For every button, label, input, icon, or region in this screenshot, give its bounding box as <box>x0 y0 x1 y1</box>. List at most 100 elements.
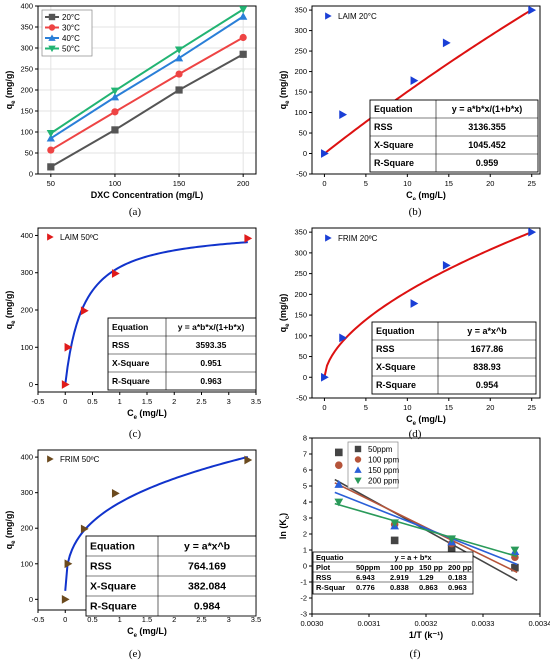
fit-curve-c <box>64 241 248 385</box>
y-tick-label: 0 <box>29 170 33 179</box>
x-axis-e: -0.5 0 0.5 1 1.5 2 2.5 3 3.5 <box>32 610 261 624</box>
data-point <box>175 86 183 94</box>
data-point <box>61 594 70 604</box>
stats-table-f: Equatio y = a + b*x Plot 50ppm 100 pp 150 pp 2… <box>312 551 474 595</box>
x-axis-title-e: Ce (mg/L) <box>127 626 167 639</box>
table-cell: RSS <box>112 340 130 350</box>
x-tick-label: 10 <box>403 179 411 188</box>
y-tick-label: 100 <box>20 559 33 568</box>
y-tick-label: 200 <box>294 290 307 299</box>
x-axis-title-d: Ce (mg/L) <box>406 414 446 426</box>
y-axis-title-c: qe (mg/g) <box>4 291 17 330</box>
y-axis-title-f: ln (Kc) <box>278 513 291 539</box>
x-tick-label: 0.0032 <box>415 619 438 628</box>
fit-line-3 <box>334 502 518 558</box>
legend-label: 50°C <box>62 45 80 54</box>
chart-b: 0 5 10 15 20 25 -50 0 50 100 150 200 250 300 350 Ce (mg… <box>278 5 541 200</box>
stats-table-c: Equation y = a*b*x/(1+b*x) RSS 3593.35 X-Squ… <box>107 317 257 391</box>
table-cell: R-Square <box>112 376 150 386</box>
table-cell: Plot <box>316 563 331 572</box>
data-point <box>110 87 120 95</box>
caption-c: (c) <box>128 428 142 440</box>
x-axis-d: 0 5 10 15 20 25 <box>322 398 536 412</box>
y-tick-label: 200 <box>20 86 33 95</box>
table-cell: R-Squar <box>316 583 345 592</box>
x-axis-title-c: Ce (mg/L) <box>127 408 167 421</box>
data-point <box>239 33 247 42</box>
plot-frame-d <box>311 227 541 399</box>
plot-area-f <box>334 448 520 582</box>
y-tick-label: 200 <box>20 524 33 533</box>
y-tick-label: 400 <box>20 453 33 462</box>
data-point <box>390 519 400 528</box>
table-cell: y = a*x^b <box>184 541 230 553</box>
legend-marker <box>48 34 56 41</box>
table-cell: 200 pp <box>448 563 472 572</box>
x-tick-label: 0.0030 <box>301 619 324 628</box>
y-tick-label: -1 <box>300 578 307 587</box>
y-tick-label: 1 <box>303 546 307 555</box>
data-point <box>111 126 119 134</box>
x-axis-f: 0.0030 0.0031 0.0032 0.0033 0.0034 <box>301 614 550 628</box>
x-tick-label: 50 <box>47 179 55 188</box>
chart-e: -0.5 0 0.5 1 1.5 2 2.5 3 3.5 0 100 200 300 400 Ce (mg/… <box>4 449 261 639</box>
y-tick-label: 350 <box>294 6 307 15</box>
x-axis-b: 0 5 10 15 20 25 <box>322 174 536 188</box>
y-tick-label: 150 <box>294 311 307 320</box>
x-axis-title-b: Ce (mg/L) <box>406 190 446 200</box>
legend-label: FRIM 20ºC <box>338 234 378 243</box>
data-point <box>510 546 520 555</box>
y-tick-label: 0 <box>29 380 33 389</box>
caption-f: (f) <box>409 648 421 660</box>
chart-a: 50 100 150 200 0 50 100 150 200 250 300 350 400 DXC C… <box>4 2 257 200</box>
y-tick-label: 200 <box>294 67 307 76</box>
data-point <box>111 489 120 498</box>
legend-marker <box>325 12 332 20</box>
legend-box <box>40 230 104 245</box>
y-tick-label: -50 <box>296 170 307 179</box>
x-tick-label: 200 <box>237 179 250 188</box>
data-point <box>447 545 456 553</box>
legend-b: LAIM 20°C <box>318 9 382 24</box>
x-tick-label: 3.5 <box>251 615 261 624</box>
x-tick-label: 150 <box>173 179 186 188</box>
y-tick-label: 3 <box>303 514 307 523</box>
x-tick-label: 0 <box>322 403 326 412</box>
x-axis-a: 50 100 150 200 <box>47 174 250 188</box>
table-cell: 0.838 <box>390 583 409 592</box>
y-tick-label: 100 <box>20 128 33 137</box>
x-tick-label: 5 <box>364 403 368 412</box>
table-cell: 1045.452 <box>468 140 506 150</box>
plot-frame-b <box>311 5 541 175</box>
x-tick-label: 1 <box>118 615 122 624</box>
data-point <box>244 455 253 465</box>
data-point <box>47 163 55 171</box>
table-cell: R-Square <box>376 380 416 390</box>
data-point <box>111 108 119 116</box>
data-point <box>511 563 519 572</box>
table-cell: y = a*b*x/(1+b*x) <box>452 104 523 114</box>
x-tick-label: 2.5 <box>196 397 206 406</box>
table-cell: X-Square <box>376 362 416 372</box>
data-point <box>244 234 253 243</box>
y-tick-label: 300 <box>294 26 307 35</box>
y-tick-label: -2 <box>300 594 307 603</box>
x-axis-c: -0.5 0 0.5 1 1.5 2 2.5 3 3.5 <box>32 392 261 406</box>
y-axis-a: 0 50 100 150 200 250 300 350 400 <box>20 2 38 179</box>
table-cell: 1677.86 <box>471 344 504 354</box>
data-point <box>410 76 419 85</box>
y-tick-label: 400 <box>20 2 33 11</box>
legend-marker <box>48 45 56 53</box>
table-cell: Equation <box>112 322 148 332</box>
x-tick-label: 3 <box>227 615 231 624</box>
data-point <box>61 380 70 389</box>
legend-a: 20°C 30°C40°C 50°C <box>41 9 93 57</box>
series-line-1 <box>50 36 244 151</box>
y-tick-label: -3 <box>300 610 307 619</box>
x-tick-label: 10 <box>403 403 411 412</box>
table-frame <box>312 551 474 595</box>
table-cell: Equation <box>374 104 413 114</box>
legend-marker <box>325 234 332 242</box>
plot-area-d <box>321 227 537 382</box>
